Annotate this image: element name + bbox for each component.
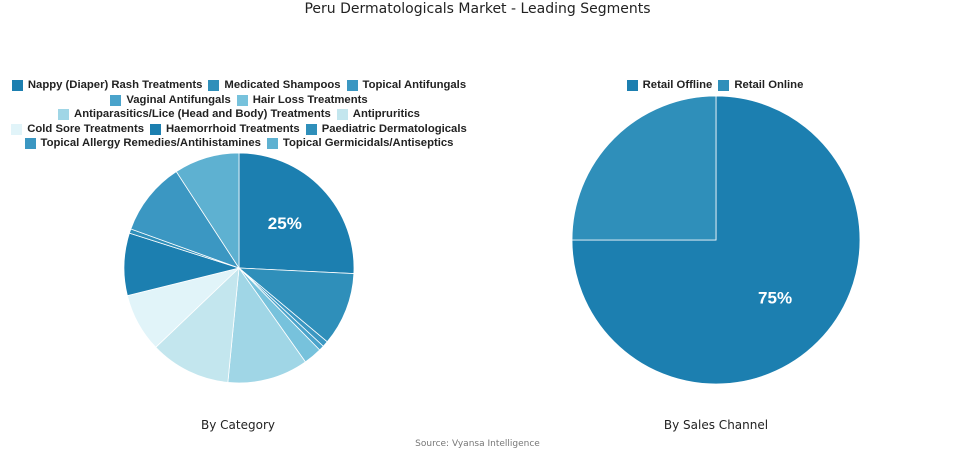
legend-label: Topical Antifungals [362,79,467,91]
legend-label: Hair Loss Treatments [252,93,368,106]
pie-slice-topical-allergy-remedies-antihistamines [130,171,240,269]
legend-swatch [110,94,122,106]
legend-label: Cold Sore Treatments [27,122,144,135]
source-note: Source: Vyansa Intelligence [415,439,540,449]
legend-item-topical-allergy-remedies-antihistamines: Topical Allergy Remedies/Antihistamines [24,137,261,151]
legend-item-hair-loss-treatments: Hair Loss Treatments [236,93,368,108]
legend-label: Retail Offline [642,79,713,91]
pie-slice-nappy-diaper-rash-treatments [238,152,355,275]
legend-label: Medicated Shampoos [224,79,341,91]
legend-swatch [236,94,248,106]
legend-item-nappy-diaper-rash-treatments: Nappy (Diaper) Rash Treatments [11,79,203,93]
legend-item-antipruritics: Antipruritics [336,108,420,122]
sales-channel-legend: Retail Offline Retail Online [560,79,870,93]
data-label-retail-offline: 75% [758,289,792,308]
pie-slice-retail-online [571,95,717,241]
sales-channel-pie-chart: 75% [571,95,861,385]
legend-swatch [58,109,70,121]
legend-label: Nappy (Diaper) Rash Treatments [27,79,203,91]
legend-swatch [346,80,358,92]
legend-item-paediatric-dermatologicals: Paediatric Dermatologicals [305,122,467,137]
chart-title: Peru Dermatologicals Market - Leading Se… [304,1,651,17]
legend-item-retail-online: Retail Online [718,79,803,93]
legend-item-vaginal-antifungals: Vaginal Antifungals [110,93,231,108]
category-pie-chart: 25% [123,152,355,384]
legend-swatch [208,80,220,92]
legend-swatch [11,80,23,92]
legend-swatch [626,80,638,92]
pie-slice-antiparasitics-lice-head-and-body-treatments [227,266,306,384]
pie-slice-medicated-shampoos [237,267,355,343]
legend-swatch [11,123,23,135]
category-caption: By Category [201,418,275,432]
legend-label: Paediatric Dermatologicals [321,122,467,135]
legend-label: Antipruritics [352,108,420,120]
legend-item-antiparasitics-lice-head-and-body-treatments: Antiparasitics/Lice (Head and Body) Trea… [58,108,331,122]
legend-swatch [266,138,278,150]
legend-label: Retail Online [734,79,804,91]
pie-slice-retail-offline [571,95,861,385]
legend-label: Topical Allergy Remedies/Antihistamines [40,137,261,149]
legend-label: Haemorrhoid Treatments [166,122,300,135]
legend-label: Antiparasitics/Lice (Head and Body) Trea… [74,108,331,120]
legend-swatch [336,109,348,121]
legend-label: Topical Germicidals/Antiseptics [282,137,454,149]
legend-item-haemorrhoid-treatments: Haemorrhoid Treatments [150,123,300,137]
category-legend: Nappy (Diaper) Rash Treatments Medicated … [8,79,470,151]
legend-item-cold-sore-treatments: Cold Sore Treatments [11,123,144,137]
legend-item-topical-germicidals-antiseptics: Topical Germicidals/Antiseptics [266,137,454,151]
pie-slice-topical-germicidals-antiseptics [175,152,240,270]
data-label-nappy-diaper-rash-treatments: 25% [268,214,302,233]
legend-swatch [718,80,730,92]
legend-item-medicated-shampoos: Medicated Shampoos [208,79,341,93]
legend-swatch [150,123,161,135]
legend-swatch [24,138,36,150]
legend-swatch [305,123,317,135]
legend-item-topical-antifungals: Topical Antifungals [346,79,467,93]
legend-item-retail-offline: Retail Offline [626,79,713,93]
sales-channel-caption: By Sales Channel [663,418,769,432]
pie-slice-antipruritics [155,266,240,383]
legend-label: Vaginal Antifungals [126,93,231,106]
